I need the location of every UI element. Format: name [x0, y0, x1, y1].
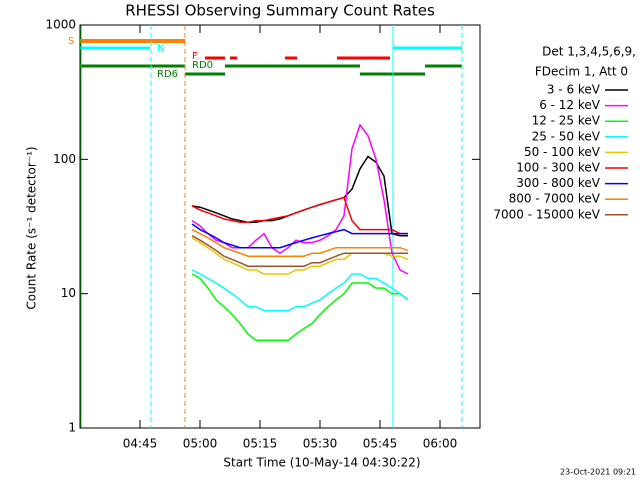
y-tick-label: 100	[53, 152, 76, 166]
chart-title: RHESSI Observing Summary Count Rates	[125, 2, 435, 20]
timestamp: 23-Oct-2021 09:21	[560, 468, 636, 477]
series-line	[191, 123, 409, 275]
flag-label: S	[68, 36, 74, 47]
x-tick-label: 05:00	[183, 437, 218, 451]
x-tick-label: 06:00	[423, 437, 458, 451]
plot-frame	[79, 24, 481, 429]
y-axis-label: Count Rate (s⁻¹ detector⁻¹)	[25, 146, 39, 309]
series-line	[191, 223, 408, 249]
x-tick-label: 04:45	[123, 437, 158, 451]
legend-label: 7000 - 15000 keV	[493, 207, 600, 221]
legend-label: 6 - 12 keV	[539, 98, 601, 112]
legend-label: 300 - 800 keV	[516, 176, 600, 190]
y-tick-label: 1000	[45, 18, 76, 32]
flag-label: RD6	[157, 69, 178, 80]
legend-label: 3 - 6 keV	[547, 83, 601, 97]
series-line	[191, 269, 409, 312]
series-line	[191, 155, 408, 237]
series-line	[191, 273, 409, 342]
legend-label: 100 - 300 keV	[516, 161, 600, 175]
flag-label: F	[192, 51, 198, 62]
series-line	[191, 196, 408, 235]
y-tick-label: 10	[61, 286, 76, 300]
x-tick-label: 05:30	[303, 437, 338, 451]
x-tick-label: 05:15	[243, 437, 278, 451]
y-tick-label: 1	[68, 421, 76, 435]
series-line	[191, 235, 408, 267]
flag-label: RD0	[192, 60, 213, 71]
x-tick-label: 05:45	[363, 437, 398, 451]
series-line	[191, 228, 409, 257]
legend-title: Det 1,3,4,5,6,9,	[542, 45, 636, 59]
legend-label: 800 - 7000 keV	[509, 192, 601, 206]
legend-label: 12 - 25 keV	[532, 114, 601, 128]
flag-label: N	[157, 43, 164, 54]
legend-label: 25 - 50 keV	[532, 129, 601, 143]
x-axis-label: Start Time (10-May-14 04:30:22)	[223, 456, 420, 470]
legend-title: FDecim 1, Att 0	[535, 65, 628, 79]
legend-label: 50 - 100 keV	[524, 145, 601, 159]
